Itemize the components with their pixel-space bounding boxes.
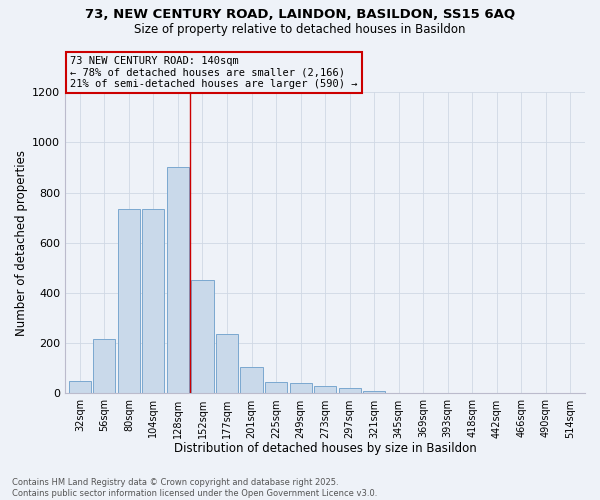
- Bar: [167, 168, 189, 394]
- Bar: [241, 367, 263, 394]
- Bar: [265, 382, 287, 394]
- Bar: [290, 383, 311, 394]
- Text: Contains HM Land Registry data © Crown copyright and database right 2025.
Contai: Contains HM Land Registry data © Crown c…: [12, 478, 377, 498]
- Bar: [216, 334, 238, 394]
- Bar: [314, 386, 336, 394]
- Bar: [118, 209, 140, 394]
- Bar: [94, 340, 115, 394]
- Bar: [191, 280, 214, 394]
- Bar: [142, 209, 164, 394]
- Bar: [363, 391, 385, 394]
- Text: 73, NEW CENTURY ROAD, LAINDON, BASILDON, SS15 6AQ: 73, NEW CENTURY ROAD, LAINDON, BASILDON,…: [85, 8, 515, 20]
- Bar: [69, 381, 91, 394]
- X-axis label: Distribution of detached houses by size in Basildon: Distribution of detached houses by size …: [174, 442, 476, 455]
- Text: 73 NEW CENTURY ROAD: 140sqm
← 78% of detached houses are smaller (2,166)
21% of : 73 NEW CENTURY ROAD: 140sqm ← 78% of det…: [70, 56, 358, 89]
- Y-axis label: Number of detached properties: Number of detached properties: [15, 150, 28, 336]
- Bar: [338, 388, 361, 394]
- Text: Size of property relative to detached houses in Basildon: Size of property relative to detached ho…: [134, 22, 466, 36]
